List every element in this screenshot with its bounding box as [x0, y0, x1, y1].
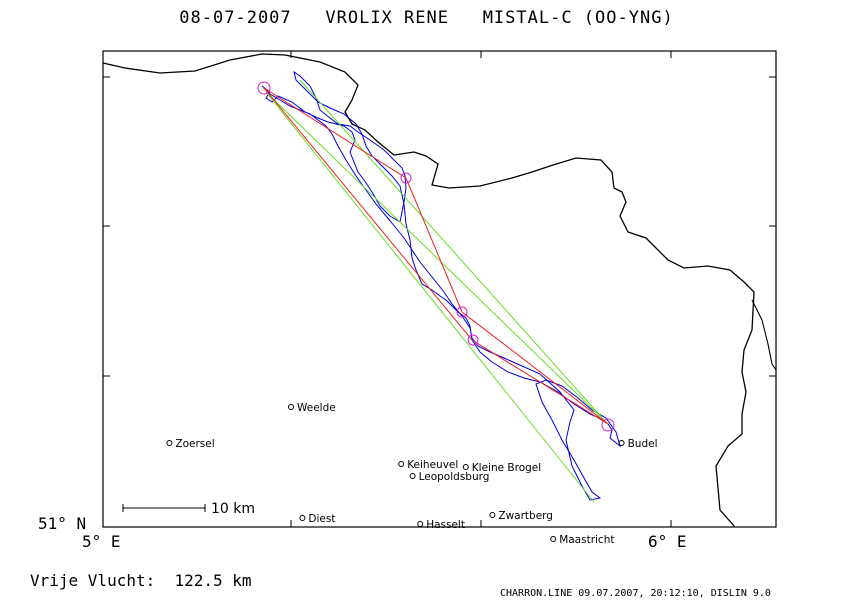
scale-label: 10 km [211, 501, 255, 517]
town-marker [550, 536, 557, 542]
town-label: Keiheuvel [407, 459, 458, 471]
map-frame [102, 50, 777, 528]
lat-label: 51° N [38, 514, 87, 533]
town-label: Diest [308, 513, 335, 525]
town-marker [398, 461, 405, 467]
town-marker [166, 440, 173, 446]
title-pilot: VROLIX RENE [325, 8, 449, 28]
title-glider: MISTAL-C (OO-YNG) [482, 8, 674, 28]
task-green [265, 79, 609, 503]
lon-left-label: 5° E [82, 532, 121, 551]
town-label: Zoersel [175, 438, 214, 450]
task-red [263, 87, 609, 425]
title-date: 08-07-2007 [179, 8, 292, 28]
distance-value: 122.5 km [174, 571, 252, 590]
town-marker [409, 473, 416, 479]
town-marker [417, 521, 424, 527]
flight-track [261, 70, 621, 501]
town-marker [299, 515, 306, 521]
distance-stat: Vrije Vlucht: 122.5 km [30, 571, 252, 590]
town-label: Weelde [297, 402, 336, 414]
axis-ticks [103, 51, 776, 527]
town-marker [618, 440, 625, 446]
town-label: Leopoldsburg [419, 471, 490, 483]
turnpoints [257, 81, 615, 432]
town-marker [462, 464, 469, 470]
map-title: 08-07-2007 VROLIX RENE MISTAL-C (OO-YNG) [0, 8, 853, 28]
footer-info: CHARRON.LINE 09.07.2007, 20:12:10, DISLI… [500, 588, 771, 599]
town-marker [288, 404, 294, 410]
town-label: Budel [628, 438, 658, 450]
meuse-border [751, 299, 777, 371]
town-label: Maastricht [559, 534, 614, 546]
town-label: Kleine Brogel [472, 462, 541, 474]
town-label: Hasselt [426, 519, 465, 531]
national-border [102, 53, 755, 528]
scale-bar [122, 504, 206, 512]
distance-label: Vrije Vlucht: [30, 571, 156, 590]
town-marker [489, 512, 496, 518]
lon-right-label: 6° E [648, 532, 687, 551]
town-label: Zwartberg [498, 510, 553, 522]
